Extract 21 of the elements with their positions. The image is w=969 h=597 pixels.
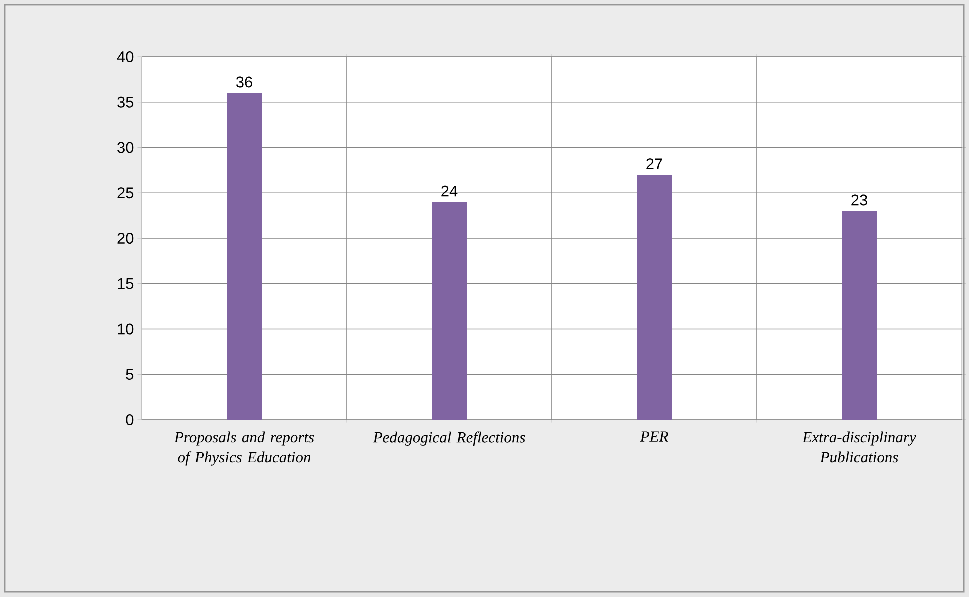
y-tick-label: 30 bbox=[118, 142, 134, 154]
y-tick-label: 15 bbox=[118, 278, 134, 290]
y-tick-label: 10 bbox=[118, 324, 134, 335]
x-tick-label: PER bbox=[640, 432, 668, 442]
x-tick-label: Pedagogical Reflections bbox=[373, 432, 526, 446]
y-tick-label: 35 bbox=[118, 96, 134, 108]
x-tick-label: Extra-disciplinary Publications bbox=[802, 432, 916, 463]
y-tick-label: 25 bbox=[118, 188, 134, 199]
bar bbox=[227, 93, 262, 420]
data-label: 36 bbox=[236, 76, 252, 88]
bar bbox=[637, 174, 672, 420]
data-label: 24 bbox=[442, 186, 458, 197]
x-tick-label: Proposals and reports of Physics Education bbox=[174, 432, 314, 466]
data-label: 23 bbox=[852, 194, 868, 206]
y-tick-label: 40 bbox=[117, 51, 134, 62]
y-tick-label: 20 bbox=[118, 232, 134, 244]
y-tick-label: 5 bbox=[126, 369, 134, 380]
y-tick-label: 0 bbox=[126, 414, 134, 426]
bar bbox=[432, 202, 468, 420]
data-label: 27 bbox=[646, 158, 662, 170]
bar bbox=[842, 211, 878, 420]
